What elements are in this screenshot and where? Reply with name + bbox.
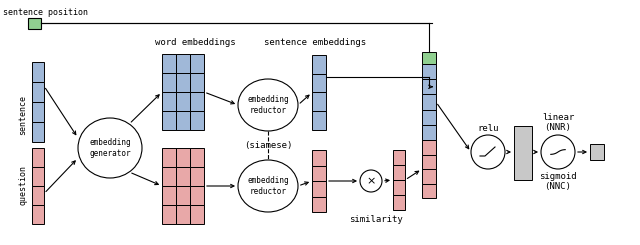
Text: word embeddings: word embeddings bbox=[155, 38, 236, 47]
FancyBboxPatch shape bbox=[190, 167, 204, 186]
FancyBboxPatch shape bbox=[176, 205, 190, 224]
Text: ×: × bbox=[366, 176, 376, 186]
FancyBboxPatch shape bbox=[32, 82, 44, 102]
FancyBboxPatch shape bbox=[590, 144, 604, 160]
FancyBboxPatch shape bbox=[190, 54, 204, 73]
FancyBboxPatch shape bbox=[162, 186, 176, 205]
FancyBboxPatch shape bbox=[312, 150, 326, 166]
Text: question: question bbox=[19, 165, 28, 205]
Text: sentence: sentence bbox=[19, 95, 28, 135]
FancyBboxPatch shape bbox=[393, 150, 405, 165]
FancyBboxPatch shape bbox=[393, 180, 405, 195]
Text: sigmoid
(NNC): sigmoid (NNC) bbox=[539, 172, 577, 191]
FancyBboxPatch shape bbox=[176, 92, 190, 111]
FancyBboxPatch shape bbox=[28, 18, 41, 29]
FancyBboxPatch shape bbox=[190, 186, 204, 205]
FancyBboxPatch shape bbox=[514, 126, 532, 180]
FancyBboxPatch shape bbox=[190, 92, 204, 111]
FancyBboxPatch shape bbox=[32, 122, 44, 142]
FancyBboxPatch shape bbox=[176, 167, 190, 186]
FancyBboxPatch shape bbox=[422, 52, 436, 64]
FancyBboxPatch shape bbox=[32, 186, 44, 205]
FancyBboxPatch shape bbox=[190, 148, 204, 167]
FancyBboxPatch shape bbox=[422, 169, 436, 184]
Text: sentence position: sentence position bbox=[3, 8, 88, 17]
FancyBboxPatch shape bbox=[422, 79, 436, 94]
FancyBboxPatch shape bbox=[162, 205, 176, 224]
FancyBboxPatch shape bbox=[422, 140, 436, 155]
Text: sentence embeddings: sentence embeddings bbox=[264, 38, 366, 47]
FancyBboxPatch shape bbox=[190, 111, 204, 130]
FancyBboxPatch shape bbox=[422, 155, 436, 169]
FancyBboxPatch shape bbox=[176, 54, 190, 73]
Text: embedding
reductor: embedding reductor bbox=[247, 95, 289, 115]
FancyBboxPatch shape bbox=[162, 92, 176, 111]
Ellipse shape bbox=[238, 79, 298, 131]
FancyBboxPatch shape bbox=[162, 111, 176, 130]
FancyBboxPatch shape bbox=[162, 148, 176, 167]
FancyBboxPatch shape bbox=[312, 74, 326, 93]
Text: similarity: similarity bbox=[349, 215, 403, 224]
FancyBboxPatch shape bbox=[176, 73, 190, 92]
Text: embedding
generator: embedding generator bbox=[89, 138, 131, 158]
FancyBboxPatch shape bbox=[32, 148, 44, 167]
Text: linear
(NNR): linear (NNR) bbox=[542, 113, 574, 132]
FancyBboxPatch shape bbox=[176, 148, 190, 167]
FancyBboxPatch shape bbox=[176, 186, 190, 205]
FancyBboxPatch shape bbox=[312, 55, 326, 74]
FancyBboxPatch shape bbox=[312, 196, 326, 212]
FancyBboxPatch shape bbox=[422, 125, 436, 140]
FancyBboxPatch shape bbox=[422, 184, 436, 198]
FancyBboxPatch shape bbox=[312, 93, 326, 111]
Ellipse shape bbox=[78, 118, 142, 178]
FancyBboxPatch shape bbox=[162, 54, 176, 73]
FancyBboxPatch shape bbox=[312, 181, 326, 196]
FancyBboxPatch shape bbox=[312, 111, 326, 130]
Ellipse shape bbox=[360, 170, 382, 192]
FancyBboxPatch shape bbox=[190, 205, 204, 224]
FancyBboxPatch shape bbox=[422, 110, 436, 125]
FancyBboxPatch shape bbox=[162, 73, 176, 92]
FancyBboxPatch shape bbox=[32, 102, 44, 122]
FancyBboxPatch shape bbox=[162, 167, 176, 186]
FancyBboxPatch shape bbox=[422, 94, 436, 110]
FancyBboxPatch shape bbox=[312, 166, 326, 181]
Text: embedding
reductor: embedding reductor bbox=[247, 176, 289, 196]
Ellipse shape bbox=[238, 160, 298, 212]
FancyBboxPatch shape bbox=[393, 195, 405, 210]
Ellipse shape bbox=[541, 135, 575, 169]
Text: (siamese): (siamese) bbox=[244, 141, 292, 150]
Text: relu: relu bbox=[477, 124, 499, 133]
FancyBboxPatch shape bbox=[32, 205, 44, 224]
FancyBboxPatch shape bbox=[190, 73, 204, 92]
Ellipse shape bbox=[471, 135, 505, 169]
FancyBboxPatch shape bbox=[393, 165, 405, 180]
FancyBboxPatch shape bbox=[32, 62, 44, 82]
FancyBboxPatch shape bbox=[32, 167, 44, 186]
FancyBboxPatch shape bbox=[422, 64, 436, 79]
FancyBboxPatch shape bbox=[176, 111, 190, 130]
